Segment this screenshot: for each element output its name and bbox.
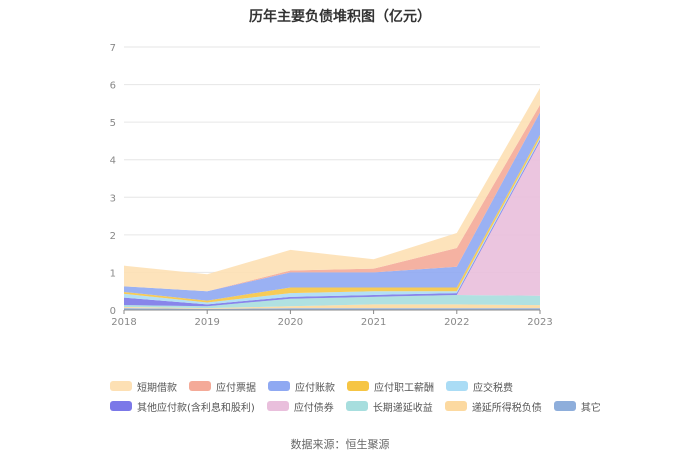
legend-item[interactable]: 其他应付款(含利息和股利) xyxy=(110,399,255,414)
y-tick-label: 7 xyxy=(110,43,116,54)
x-tick-label: 2018 xyxy=(111,317,136,328)
legend-item[interactable]: 长期递延收益 xyxy=(345,399,433,414)
area-series xyxy=(124,87,540,292)
y-tick-label: 6 xyxy=(110,81,116,92)
legend-label: 应付票据 xyxy=(216,382,256,394)
y-tick-label: 3 xyxy=(110,193,116,204)
legend-label: 其它 xyxy=(580,402,601,414)
legend-item[interactable]: 递延所得税负债 xyxy=(444,399,542,414)
legend-label: 应付账款 xyxy=(295,382,335,394)
x-tick-label: 2023 xyxy=(527,317,552,328)
legend-label: 长期递延收益 xyxy=(372,402,433,414)
legend-item[interactable]: 应付职工薪酬 xyxy=(347,379,434,394)
y-tick-label: 4 xyxy=(110,156,116,167)
legend-swatch xyxy=(189,381,211,391)
legend-label: 递延所得税负债 xyxy=(471,402,542,414)
legend-label: 应付债券 xyxy=(293,402,334,414)
area-series-group xyxy=(124,87,540,310)
x-tick-label: 2021 xyxy=(361,317,386,328)
legend-label: 应交税费 xyxy=(473,382,513,394)
stacked-area-chart: 0 1 2 3 4 5 6 7 2018 2019 2020 2021 2022 2023 xyxy=(110,43,553,328)
legend-item[interactable]: 短期借款 xyxy=(110,379,177,394)
legend-swatch xyxy=(266,401,289,411)
legend-label: 应付职工薪酬 xyxy=(374,382,434,394)
legend-swatch xyxy=(110,401,132,411)
legend-label: 短期借款 xyxy=(137,382,177,394)
legend-swatch xyxy=(446,381,468,391)
x-tick-label: 2020 xyxy=(278,317,303,328)
legend-swatch xyxy=(444,401,467,411)
legend-swatch xyxy=(345,401,368,411)
legend-item[interactable]: 应付债券 xyxy=(266,399,334,414)
legend-item[interactable]: 其它 xyxy=(553,399,601,414)
legend-swatch xyxy=(553,401,576,411)
y-tick-label: 2 xyxy=(110,231,116,242)
data-source-note: 数据来源：恒生聚源 xyxy=(290,438,390,451)
legend-row-2: 其他应付款(含利息和股利) 应付债券 长期递延收益 递延所得税负债 其它 xyxy=(110,396,630,416)
legend-item[interactable]: 应付票据 xyxy=(189,379,256,394)
legend-label: 其他应付款(含利息和股利) xyxy=(137,402,255,414)
x-tick-label: 2019 xyxy=(194,317,219,328)
area-series xyxy=(124,304,540,309)
area-series xyxy=(124,294,540,309)
legend-item[interactable]: 应交税费 xyxy=(446,379,513,394)
axes: 0 1 2 3 4 5 6 7 2018 2019 2020 2021 2022 2023 xyxy=(110,43,553,328)
legend-row-1: 短期借款 应付票据 应付账款 应付职工薪酬 应交税费 xyxy=(110,376,630,396)
area-series xyxy=(124,141,540,307)
y-tick-label: 5 xyxy=(110,118,116,129)
legend-swatch xyxy=(110,381,132,391)
chart-title: 历年主要负债堆积图（亿元） xyxy=(249,9,431,25)
x-tick-label: 2022 xyxy=(444,317,469,328)
legend-item[interactable]: 应付账款 xyxy=(268,379,335,394)
legend-swatch xyxy=(347,381,369,391)
y-tick-label: 1 xyxy=(110,268,116,279)
legend-swatch xyxy=(268,381,290,391)
legend: 短期借款 应付票据 应付账款 应付职工薪酬 应交税费 其他应付款(含利息和股利) 应付债券… xyxy=(110,376,630,416)
y-tick-label: 0 xyxy=(110,306,116,317)
